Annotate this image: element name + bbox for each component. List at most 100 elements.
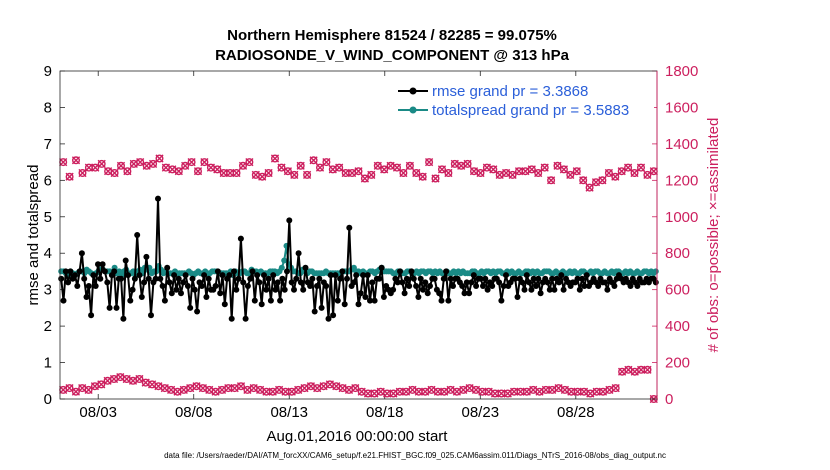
obs-possible-cross bbox=[386, 161, 395, 170]
obs-assimilated-cross bbox=[414, 387, 423, 396]
rmse-point bbox=[122, 257, 129, 264]
obs-assimilated-cross bbox=[363, 389, 373, 398]
obs-assimilated-cross bbox=[306, 382, 315, 391]
obs-assimilated-cross bbox=[90, 382, 99, 391]
rmse-point bbox=[461, 290, 468, 297]
rmse-point bbox=[201, 272, 208, 279]
obs-assimilated-cross bbox=[192, 382, 201, 391]
rmse-point bbox=[212, 283, 219, 289]
obs-assimilated-point bbox=[116, 373, 125, 382]
obs-assimilated-cross bbox=[160, 384, 169, 393]
rmse-point bbox=[318, 304, 325, 311]
obs-possible-circle bbox=[187, 158, 196, 167]
obs-possible-point bbox=[65, 172, 74, 181]
rmse-point bbox=[350, 279, 357, 286]
obs-possible-point bbox=[399, 168, 408, 178]
rmse-series bbox=[58, 195, 659, 322]
y-tick-label: 3 bbox=[44, 282, 52, 299]
obs-possible-cross bbox=[78, 168, 87, 178]
rmse-point bbox=[583, 272, 590, 279]
rmse-point bbox=[83, 294, 90, 300]
x-tick-label: 08/28 bbox=[557, 404, 595, 421]
obs-possible-point bbox=[392, 163, 402, 172]
rmse-point bbox=[145, 275, 152, 282]
rmse-point bbox=[214, 268, 221, 275]
obs-possible-point bbox=[405, 161, 414, 170]
rmse-point bbox=[408, 268, 415, 275]
obs-possible-point bbox=[386, 161, 395, 170]
legend-rmse-label: rmse grand pr = 3.3868 bbox=[432, 83, 588, 100]
obs-possible-point bbox=[110, 168, 119, 178]
obs-possible-point bbox=[463, 159, 472, 168]
rmse-point bbox=[157, 275, 164, 282]
obs-possible-cross bbox=[348, 168, 357, 178]
rmse-point bbox=[346, 224, 353, 231]
obs-possible-cross bbox=[290, 170, 299, 179]
rmse-point bbox=[244, 283, 251, 289]
rmse-point bbox=[182, 272, 189, 279]
obs-possible-circle bbox=[585, 183, 594, 192]
obs-assimilated-cross bbox=[256, 385, 265, 394]
obs-assimilated-cross bbox=[478, 387, 487, 396]
y-tick-label: 8 bbox=[44, 99, 52, 116]
obs-assimilated-cross bbox=[554, 384, 563, 393]
rmse-point bbox=[468, 279, 475, 286]
obs-possible-point bbox=[116, 161, 126, 170]
rmse-point bbox=[85, 283, 92, 289]
rmse-point bbox=[240, 279, 247, 286]
rmse-point bbox=[81, 275, 88, 282]
obs-assimilated-cross bbox=[402, 387, 411, 396]
obs-possible-circle bbox=[290, 170, 299, 179]
rmse-point bbox=[443, 268, 450, 275]
rmse-point bbox=[519, 279, 526, 286]
obs-possible-circle bbox=[97, 159, 106, 168]
obs-possible-cross bbox=[155, 154, 164, 163]
obs-assimilated-cross bbox=[510, 387, 519, 396]
y-tick-label: 4 bbox=[44, 245, 52, 262]
obs-possible-point bbox=[174, 167, 183, 176]
obs-assimilated-cross bbox=[541, 385, 550, 394]
rmse-point bbox=[270, 272, 277, 279]
obs-possible-circle bbox=[110, 168, 119, 177]
y-ticks-left: 0 1 2 3 4 5 6 7 8 9 bbox=[44, 63, 65, 408]
rmse-point bbox=[528, 286, 535, 293]
obs-possible-cross bbox=[283, 167, 292, 176]
obs-assimilated-cross bbox=[395, 387, 404, 396]
obs-possible-cross bbox=[489, 165, 498, 174]
rmse-point bbox=[120, 315, 127, 322]
legend-spread-label: totalspread grand pr = 3.5883 bbox=[432, 102, 629, 119]
rmse-point bbox=[378, 264, 385, 271]
rmse-point bbox=[178, 290, 184, 297]
rmse-point bbox=[403, 275, 410, 282]
y-right-tick-label: 1000 bbox=[665, 209, 698, 226]
rmse-point bbox=[380, 294, 387, 300]
obs-possible-circle bbox=[547, 176, 556, 185]
obs-possible-circle bbox=[264, 168, 273, 177]
obs-possible-cross bbox=[367, 170, 376, 179]
obs-assimilated-series bbox=[59, 365, 658, 404]
obs-possible-circle bbox=[65, 172, 74, 181]
obs-possible-cross bbox=[296, 161, 305, 170]
obs-possible-cross bbox=[540, 163, 549, 172]
rmse-point bbox=[251, 297, 258, 304]
obs-assimilated-cross bbox=[97, 380, 106, 389]
obs-possible-cross bbox=[527, 165, 536, 174]
rmse-point bbox=[463, 279, 470, 286]
obs-assimilated-cross bbox=[313, 384, 322, 393]
rmse-point bbox=[533, 283, 539, 289]
obs-assimilated-cross bbox=[471, 385, 481, 394]
obs-possible-circle bbox=[309, 156, 318, 165]
obs-assimilated-cross bbox=[198, 384, 207, 393]
y-ticks-right: 0 200 400 600 800 1000 1200 1400 1600 1800 bbox=[652, 63, 698, 408]
obs-possible-circle bbox=[245, 158, 254, 167]
obs-assimilated-cross bbox=[383, 389, 392, 398]
obs-assimilated-cross bbox=[573, 387, 582, 396]
obs-possible-cross bbox=[303, 170, 312, 179]
obs-possible-cross bbox=[232, 168, 241, 178]
rmse-point bbox=[489, 283, 496, 289]
obs-assimilated-point bbox=[478, 387, 487, 396]
rmse-point bbox=[514, 294, 521, 300]
rmse-point bbox=[97, 275, 104, 282]
rmse-point bbox=[526, 279, 533, 286]
rmse-point bbox=[233, 286, 240, 293]
